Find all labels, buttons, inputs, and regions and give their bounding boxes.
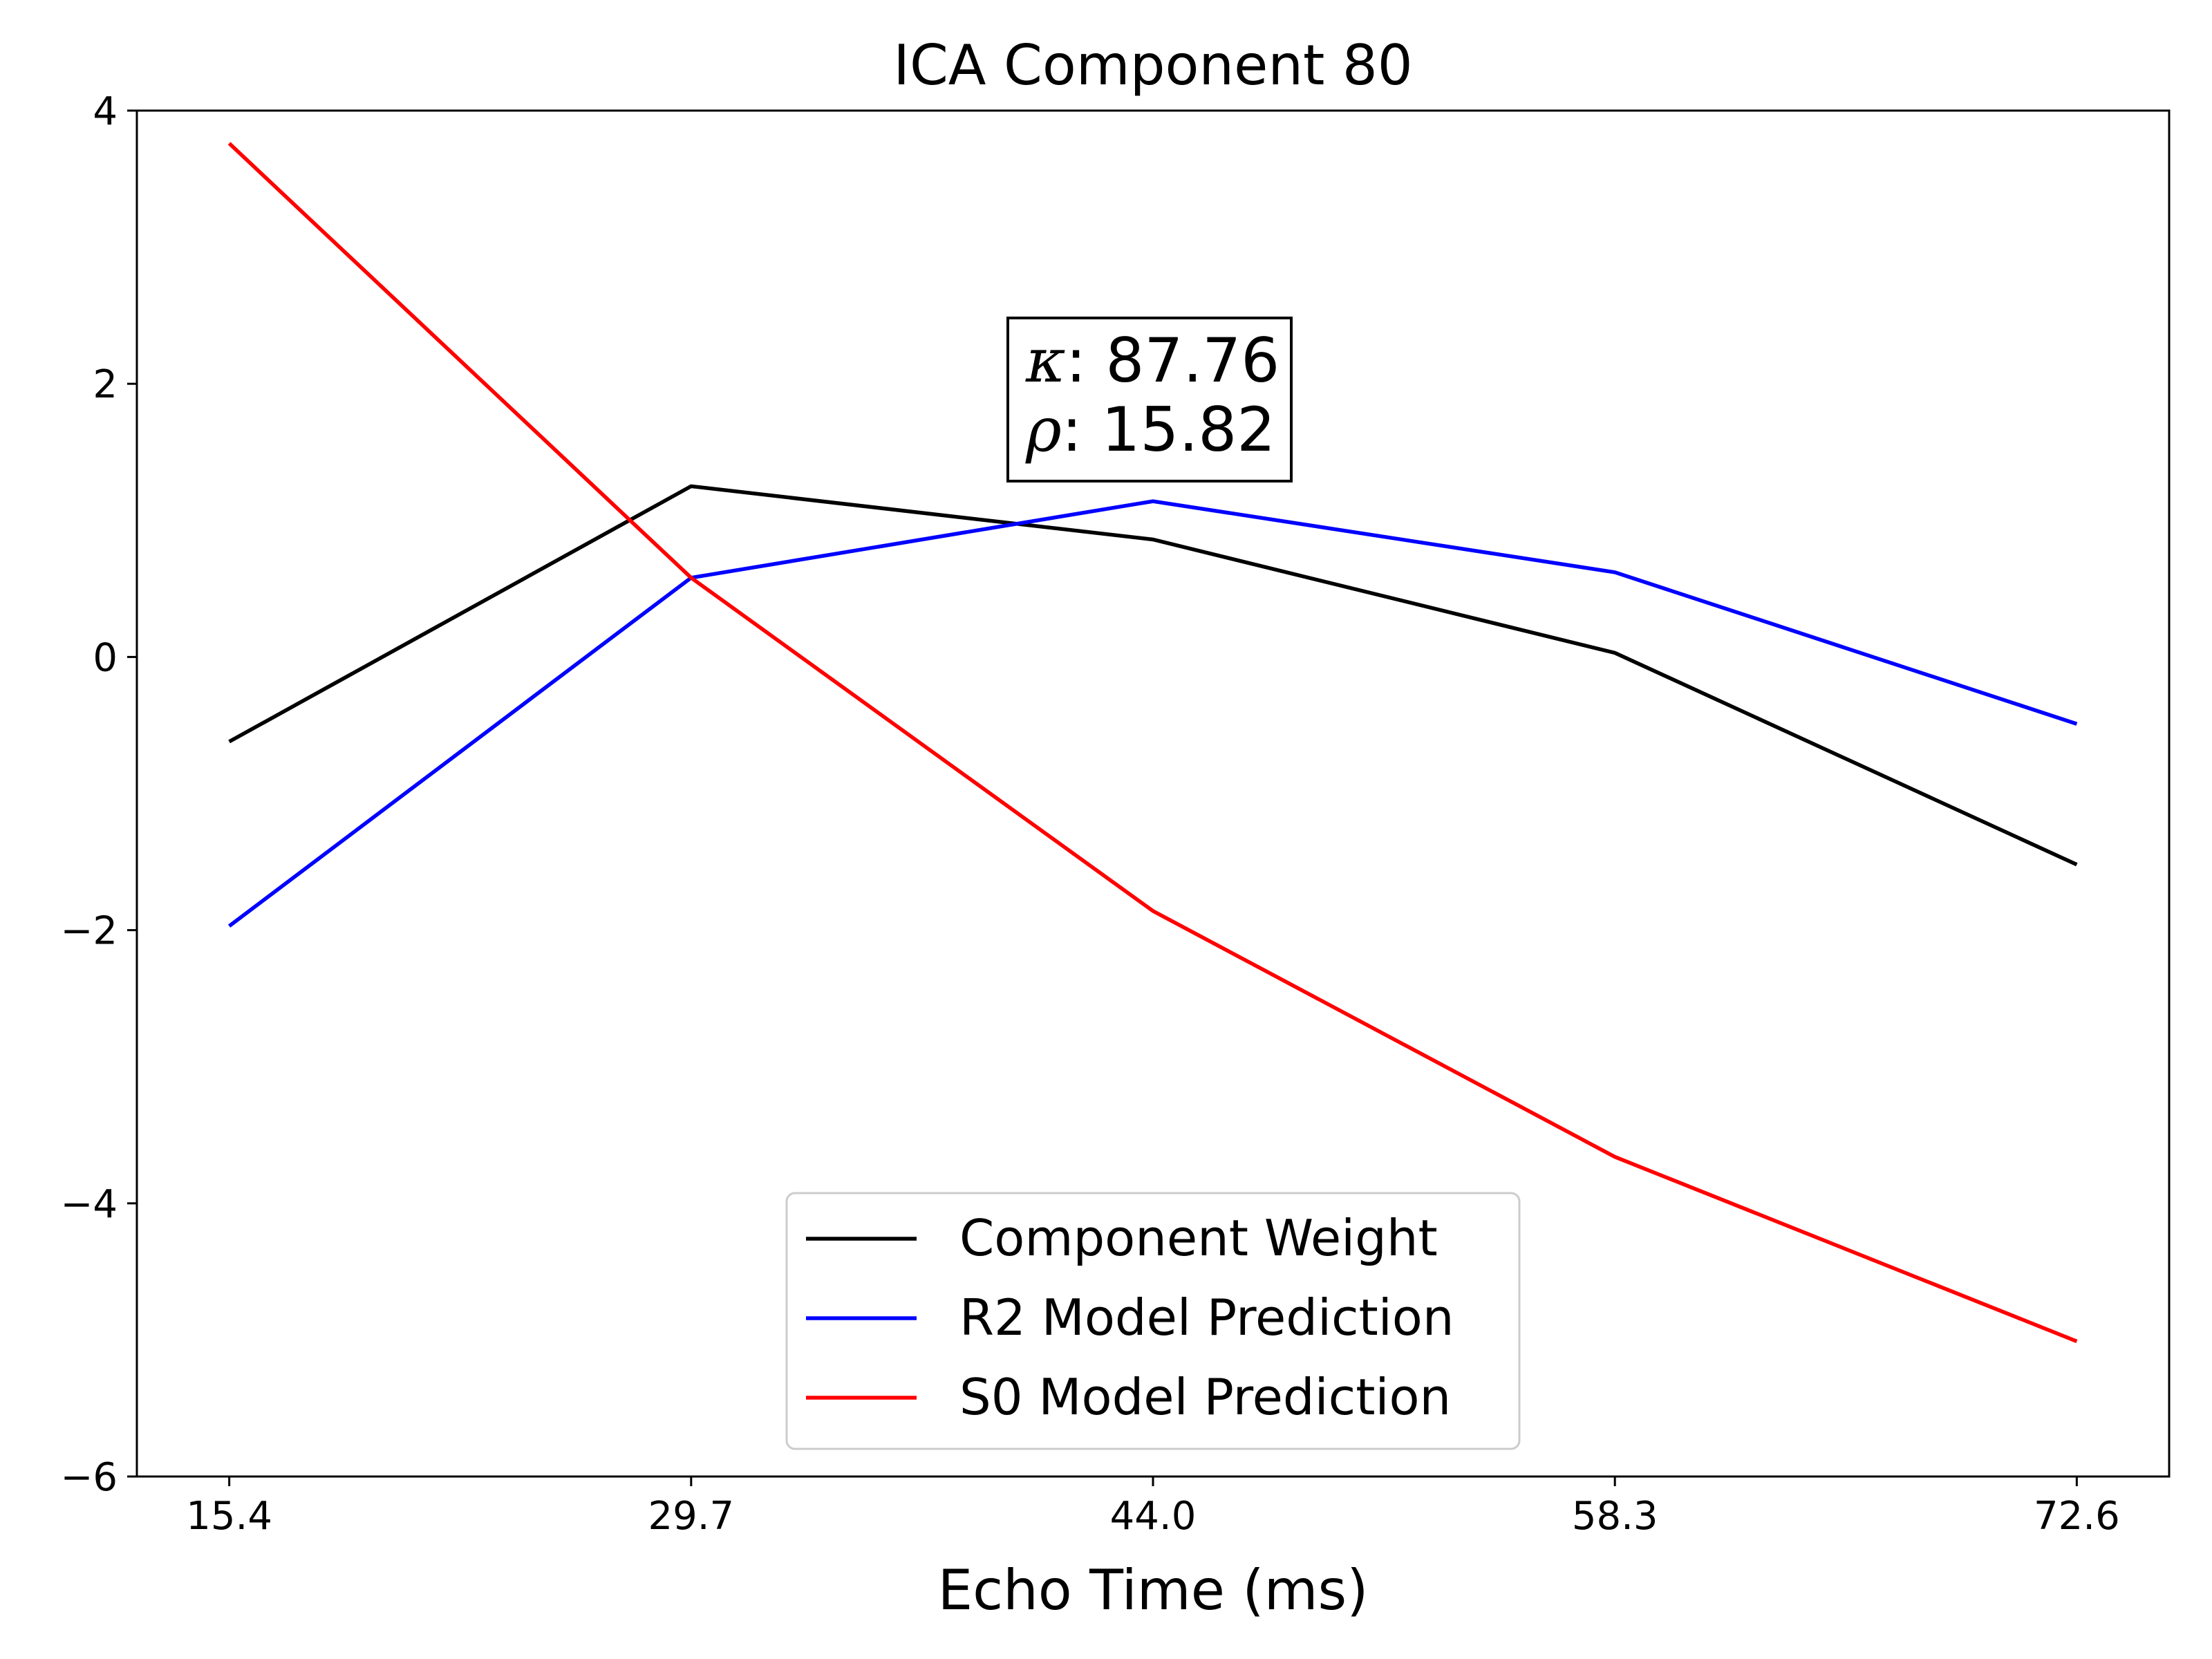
annotation-symbol: ρ [1025,394,1062,465]
legend-label: S0 Model Prediction [959,1368,1451,1426]
x-tick-label: 44.0 [1110,1494,1197,1539]
y-tick-label: −4 [60,1182,118,1227]
annotation-symbol: κ [1025,325,1066,396]
series-lines [227,142,2078,1343]
annotation-line: κ: 87.76 [1025,325,1280,396]
x-axis-label: Echo Time (ms) [938,1558,1369,1622]
annotation-value: : 15.82 [1062,394,1276,465]
y-tick-label: 0 [93,635,118,680]
x-axis-ticks: 15.4 29.7 44.0 58.3 72.6 [186,1477,2120,1539]
legend-label: R2 Model Prediction [959,1288,1454,1347]
legend: Component Weight R2 Model Prediction S0 Mo… [785,1192,1521,1450]
y-tick-label: −2 [60,909,118,954]
x-tick-label: 58.3 [1572,1494,1658,1539]
plot-frame [135,109,2171,1478]
kappa-rho-annotation: κ: 87.76ρ: 15.82 [1006,317,1293,482]
series-line-1 [228,484,2078,867]
y-tick-label: 2 [93,362,118,407]
y-axis-ticks: 4 2 0 −2 −4 −6 [60,89,137,1500]
annotation-value: : 87.76 [1066,325,1280,396]
x-tick-label: 29.7 [648,1494,734,1539]
x-tick-label: 15.4 [186,1494,272,1539]
y-tick-label: 4 [93,89,118,134]
annotation-box [1006,317,1293,482]
legend-box [785,1192,1521,1450]
series-line-2 [227,499,2078,928]
legend-label: Component Weight [959,1209,1438,1267]
x-tick-label: 72.6 [2034,1494,2120,1539]
annotation-line: ρ: 15.82 [1025,394,1275,465]
series-line-3 [227,142,2078,1343]
y-tick-label: −6 [60,1455,118,1500]
chart-title: ICA Component 80 [893,33,1412,97]
